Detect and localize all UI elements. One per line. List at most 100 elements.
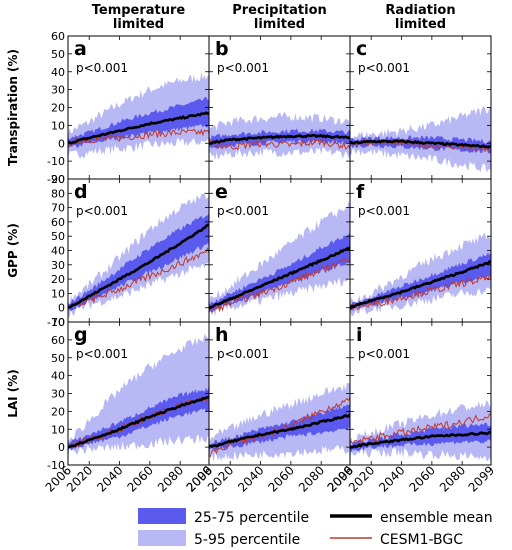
panel-d-ytick-label-3: 20 [51, 273, 65, 286]
panel-g-ytick-label-0: -10 [47, 459, 65, 472]
panel-b-cesm-line [209, 138, 350, 151]
row-ylabel-1: GPP (%) [6, 223, 20, 278]
panel-d-pvalue: p<0.001 [76, 204, 128, 218]
legend-label-5-95: 5-95 percentile [194, 532, 300, 548]
xtick-label-col2-5: 2099 [466, 463, 497, 494]
xtick-label-col1-3: 2060 [265, 463, 296, 494]
panel-d-ytick-label-4: 30 [51, 259, 65, 272]
panel-g-plot [68, 333, 209, 458]
legend-label-ensemble-mean: ensemble mean [380, 510, 493, 526]
legend-label-cesm: CESM1-BGC [380, 532, 463, 548]
row-ylabel-0: Transpiration (%) [6, 49, 20, 166]
panel-b-pvalue: p<0.001 [217, 61, 269, 75]
panel-d-letter: d [74, 181, 88, 203]
panel-i: ip<0.001 [349, 321, 492, 466]
panel-d-mean-line [68, 223, 209, 309]
xtick-label-col1-4: 2080 [296, 463, 327, 494]
panel-d-ytick-label-6: 50 [51, 230, 65, 243]
panel-i-pvalue: p<0.001 [358, 347, 410, 361]
panel-i-letter: i [356, 324, 363, 346]
row-ylabel-2: LAI (%) [6, 369, 20, 418]
x-axis-ticks: 2006202020402060208020992006202020402060… [43, 463, 497, 494]
panel-g-ytick-label-7: 60 [51, 334, 65, 347]
panel-h-letter: h [215, 324, 229, 346]
row-labels: Transpiration (%) GPP (%) LAI (%) [6, 49, 20, 418]
column-header-1-line-0: Precipitation [232, 3, 327, 18]
panel-d-ytick-label-1: 0 [58, 302, 65, 315]
panel-c-plot [350, 106, 491, 173]
xtick-label-col2-2: 2040 [376, 463, 407, 494]
legend-swatch-5-95 [138, 530, 186, 546]
panel-e-letter: e [215, 181, 228, 203]
panel-a-cesm-line [68, 128, 209, 147]
panel-d-ytick-label-0: -10 [47, 316, 65, 329]
panel-g-band-5-95 [68, 333, 209, 458]
panel-d-ytick-label-2: 10 [51, 287, 65, 300]
xtick-label-col0-3: 2060 [124, 463, 155, 494]
column-header-0-line-1: limited [113, 17, 164, 32]
panel-e-cesm-line [209, 257, 350, 314]
panel-a-ytick-label-3: 10 [51, 119, 65, 132]
panel-a-ytick-label-6: 40 [51, 66, 65, 79]
legend-label-25-75: 25-75 percentile [194, 510, 309, 526]
panel-a-letter: a [74, 38, 87, 60]
panel-b-plot [209, 112, 350, 160]
column-header-0-line-0: Temperature [92, 3, 186, 18]
panel-b-frame [208, 35, 351, 180]
panel-d-ytick-label-7: 60 [51, 216, 65, 229]
xtick-label-col0-4: 2080 [155, 463, 186, 494]
panel-d-plot [68, 192, 209, 318]
panel-b-mean-line [209, 133, 350, 146]
panel-a-ytick-label-0: -20 [47, 173, 65, 186]
panel-d-cesm-line [68, 247, 209, 311]
xtick-label-col0-2: 2040 [94, 463, 125, 494]
panel-c-letter: c [356, 38, 367, 60]
panel-d-ytick-label-5: 40 [51, 245, 65, 258]
legend: 25-75 percentile 5-95 percentile ensembl… [138, 508, 493, 548]
panel-a-band-25-75 [68, 96, 209, 150]
panel-g-ytick-label-2: 10 [51, 423, 65, 436]
panel-c: cp<0.001 [349, 35, 492, 180]
panel-a-ytick-label-7: 50 [51, 48, 65, 61]
panel-d-ytick-label-9: 80 [51, 187, 65, 200]
panel-f-pvalue: p<0.001 [358, 204, 410, 218]
panel-a-mean-line [68, 111, 209, 145]
panel-a: -20 -10 0 10 20 30 40 50 60 ap<0.001 [47, 30, 210, 186]
panel-a-plot [68, 71, 209, 160]
panel-b-band-25-75 [209, 128, 350, 150]
panel-a-ytick-label-4: 20 [51, 102, 65, 115]
panel-f: fp<0.001 [349, 178, 492, 323]
panel-e: ep<0.001 [208, 178, 351, 323]
panel-g-letter: g [74, 324, 88, 346]
panel-e-pvalue: p<0.001 [217, 204, 269, 218]
panel-b-letter: b [215, 38, 229, 60]
panels: -20-100102030405060ap<0.001bp<0.001cp<0.… [47, 30, 492, 472]
panel-c-pvalue: p<0.001 [358, 61, 410, 75]
panel-e-mean-line [209, 246, 350, 310]
panel-g-ytick-label-4: 30 [51, 388, 65, 401]
panel-h: hp<0.001 [208, 321, 351, 466]
panel-a-ytick-label-2: 0 [58, 137, 65, 150]
panel-f-plot [350, 233, 491, 317]
panel-d-ytick-label-10: 90 [51, 173, 65, 186]
panel-c-mean-line [350, 139, 491, 149]
panel-g-ytick-label-1: 0 [58, 441, 65, 454]
panel-f-mean-line [350, 259, 491, 310]
panel-i-cesm-line [350, 413, 491, 446]
panel-g-ytick-label-5: 40 [51, 370, 65, 383]
panel-g-pvalue: p<0.001 [76, 347, 128, 361]
column-header-2-line-0: Radiation [385, 3, 455, 18]
panel-g-ytick-label-3: 20 [51, 405, 65, 418]
panel-b: bp<0.001 [208, 35, 351, 180]
panel-h-plot [209, 382, 350, 463]
panel-i-plot [350, 400, 491, 463]
panel-g-ytick-label-6: 50 [51, 352, 65, 365]
panel-a-pvalue: p<0.001 [76, 61, 128, 75]
xtick-label-col1-2: 2040 [235, 463, 266, 494]
xtick-label-col2-4: 2080 [437, 463, 468, 494]
panel-a-ytick-label-5: 30 [51, 84, 65, 97]
column-headers: TemperaturelimitedPrecipitationlimitedRa… [92, 3, 456, 32]
panel-d-ytick-label-8: 70 [51, 202, 65, 215]
